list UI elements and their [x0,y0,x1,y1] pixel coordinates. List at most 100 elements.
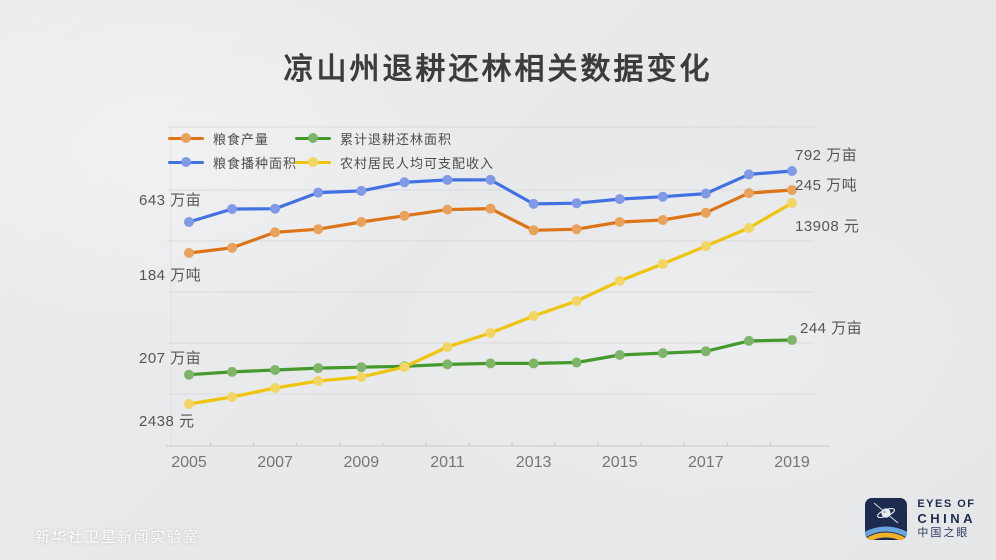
data-point [270,383,281,393]
data-point [485,328,496,338]
data-point [270,227,281,238]
data-point [356,217,367,227]
data-point [313,376,324,386]
data-point [485,174,496,185]
satellite-icon [865,498,908,540]
data-point [528,311,539,321]
x-axis [166,442,830,447]
data-point [614,194,625,205]
data-point [571,357,582,368]
data-point [184,369,194,380]
data-point [700,346,711,357]
data-point [399,177,410,188]
data-point [571,224,582,235]
legend-item-3: 累计退耕还林面积 [295,130,494,147]
gridlines [167,126,814,446]
legend-dot [181,157,191,167]
data-point [227,392,238,402]
data-point [657,191,668,202]
data-point [787,185,797,195]
brand-line3: 中国之眼 [917,527,970,539]
data-point [528,358,539,369]
legend-dot [308,133,318,143]
data-point [614,350,625,360]
data-point [614,217,625,227]
data-point [184,217,194,227]
data-point [700,241,711,252]
data-point [442,204,453,215]
legend-item-4: 农村居民人均可支配收入 [295,154,495,171]
value-label-income-end: 13908 元 [795,218,860,235]
data-point [356,372,367,382]
data-point [614,275,625,286]
x-axis-label: 2011 [430,454,465,471]
data-point [227,366,238,377]
x-axis-label: 2005 [171,454,207,471]
eyes-of-china-logo: EYES OF CHINA 中国之眼 [865,498,976,540]
data-point [657,215,668,225]
data-point [657,348,668,359]
data-point [485,203,496,214]
data-point [399,362,410,372]
data-point [700,207,711,218]
data-point [787,166,797,176]
data-point [442,359,453,370]
x-axis-label: 2009 [344,454,380,471]
value-label-income-start: 2438 元 [139,413,195,430]
value-label-grain-output-end: 245 万吨 [795,177,858,194]
data-point [313,224,324,235]
data-point [528,225,539,236]
data-point [442,174,453,185]
data-point [657,258,668,269]
data-point [227,242,238,253]
chart-legend: 粮食产量 累计退耕还林面积粮食播种面积 农村居民人均可支配收入 [168,130,495,171]
value-label-forest-area-end: 244 万亩 [800,320,863,337]
data-point [787,198,797,208]
legend-marker [295,154,331,170]
data-point [399,210,410,221]
value-label-grain-output-start: 184 万吨 [139,267,202,284]
value-label-grain-area-end: 792 万亩 [795,147,858,164]
credit-text: 新华社卫星新闻实验室 [35,530,200,546]
data-point [442,342,453,352]
data-point [571,198,582,209]
data-point [528,198,539,209]
brand-line2: CHINA [917,511,976,526]
legend-item-2: 粮食播种面积 [168,154,298,171]
legend-dot [181,133,191,143]
data-point [184,248,194,258]
x-axis-label: 2017 [688,454,724,471]
legend-label: 粮食播种面积 [213,155,298,171]
legend-dot [308,157,318,167]
legend-marker [295,130,331,146]
data-point [356,185,367,196]
x-axis-label: 2013 [516,454,552,471]
legend-marker [168,130,204,146]
brand-line1: EYES OF [917,498,976,510]
data-point [313,363,324,374]
legend-marker [168,154,204,170]
x-axis-label: 2007 [257,454,293,471]
data-point [184,399,194,409]
data-point [270,203,281,214]
data-point [356,362,367,373]
data-series [184,166,797,409]
legend-label: 累计退耕还林面积 [340,131,453,147]
x-axis-label: 2019 [774,454,810,471]
data-point [743,169,754,180]
legend-item-1: 粮食产量 [168,130,295,147]
data-point [700,188,711,199]
value-label-grain-area-start: 643 万亩 [139,192,202,209]
data-point [743,188,754,199]
x-axis-label: 2015 [602,454,638,471]
x-axis-labels: 2005 2007 2009 2011 2013 2015 2017 2019 [171,454,810,471]
brand-text: EYES OF CHINA 中国之眼 [917,498,976,540]
data-point [743,223,754,233]
data-point [787,335,797,345]
data-point [227,204,238,214]
data-point [485,358,496,369]
data-point [743,335,754,346]
data-point [571,296,582,306]
legend-label: 农村居民人均可支配收入 [340,155,495,171]
